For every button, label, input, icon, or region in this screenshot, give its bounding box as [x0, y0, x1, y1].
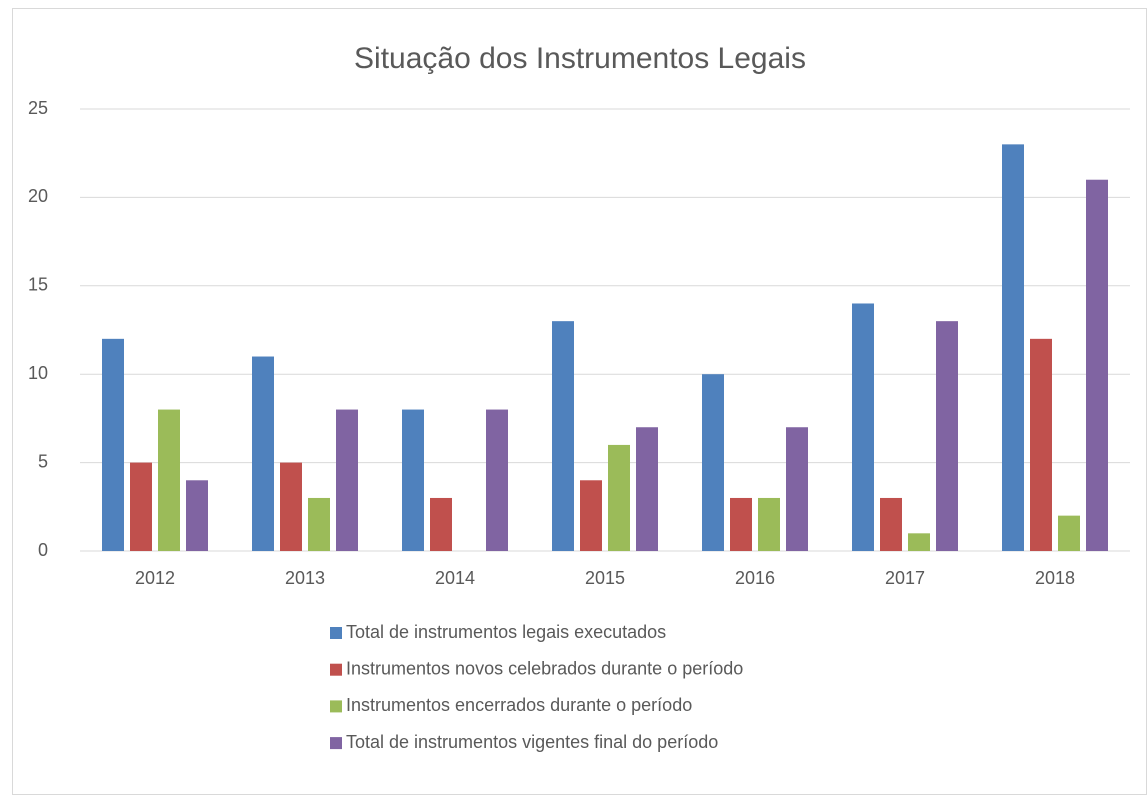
bar — [608, 444, 630, 551]
bar — [758, 497, 780, 551]
bar — [936, 321, 958, 551]
x-tick-label: 2017 — [885, 568, 925, 588]
bar — [1058, 515, 1080, 551]
bar — [336, 409, 358, 551]
x-tick-label: 2018 — [1035, 568, 1075, 588]
y-tick-label: 5 — [38, 451, 48, 471]
bar — [158, 409, 180, 551]
bar — [280, 462, 302, 551]
x-tick-label: 2015 — [585, 568, 625, 588]
bar — [486, 409, 508, 551]
bar — [1030, 338, 1052, 551]
legend-swatch — [330, 700, 342, 713]
legend-label: Instrumentos novos celebrados durante o … — [346, 658, 743, 678]
bar — [430, 497, 452, 551]
y-tick-label: 25 — [28, 98, 48, 118]
x-tick-label: 2012 — [135, 568, 175, 588]
y-tick-label: 20 — [28, 186, 48, 206]
bar — [252, 356, 274, 551]
bar — [102, 338, 124, 551]
legend-label: Total de instrumentos vigentes final do … — [346, 732, 718, 752]
bar — [852, 303, 874, 551]
bar — [636, 427, 658, 551]
legend-swatch — [330, 737, 342, 750]
x-tick-label: 2013 — [285, 568, 325, 588]
bar — [908, 533, 930, 551]
bar — [786, 427, 808, 551]
y-tick-label: 10 — [28, 363, 48, 383]
bar — [730, 497, 752, 551]
bar — [308, 497, 330, 551]
bar — [402, 409, 424, 551]
x-tick-label: 2014 — [435, 568, 475, 588]
bar — [702, 374, 724, 551]
bar — [880, 497, 902, 551]
legend-label: Total de instrumentos legais executados — [346, 622, 666, 642]
bar — [552, 321, 574, 551]
legend-swatch — [330, 627, 342, 639]
y-tick-label: 15 — [28, 275, 48, 295]
x-tick-label: 2016 — [735, 568, 775, 588]
bar — [186, 480, 208, 551]
bar — [580, 480, 602, 551]
legend-swatch — [330, 663, 342, 676]
bar — [130, 462, 152, 551]
bar — [1002, 144, 1024, 552]
y-tick-label: 0 — [38, 540, 48, 560]
legend-label: Instrumentos encerrados durante o períod… — [346, 695, 692, 715]
bar — [1086, 179, 1108, 551]
chart-title: Situação dos Instrumentos Legais — [354, 42, 806, 75]
